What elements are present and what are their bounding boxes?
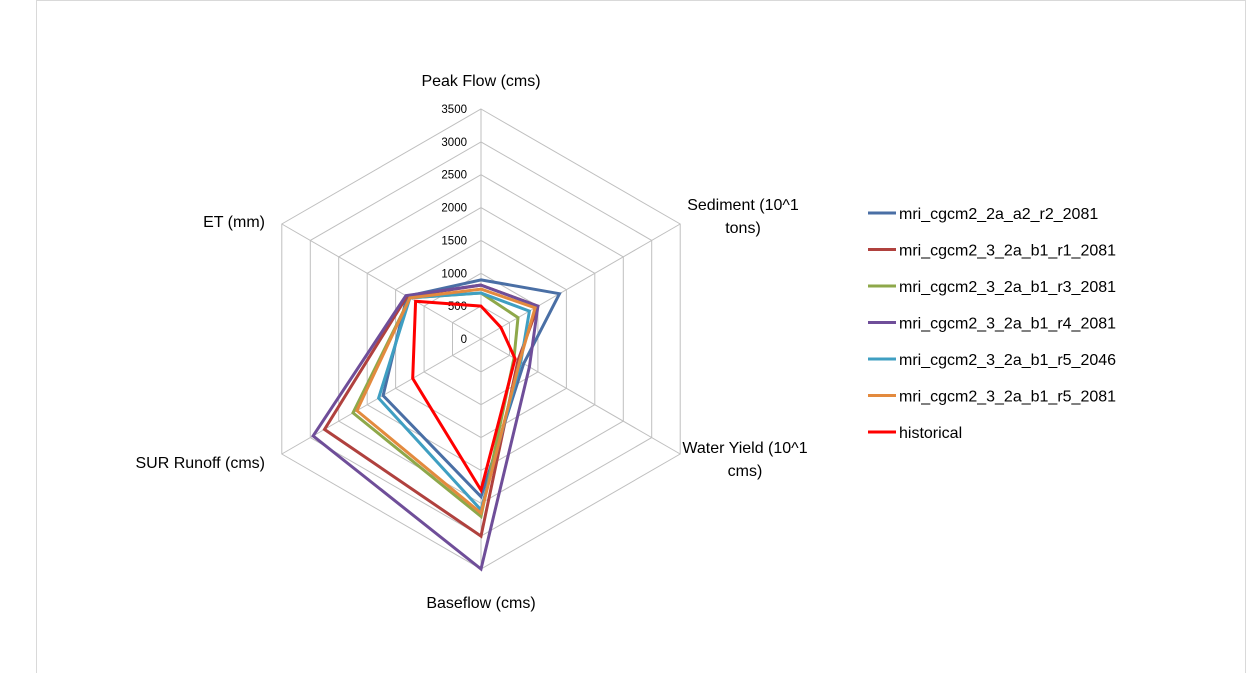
- axis-label: Peak Flow (cms): [421, 73, 540, 90]
- tick-label: 2500: [441, 170, 467, 182]
- tick-label: 2000: [441, 203, 467, 215]
- legend-label: mri_cgcm2_3_2a_b1_r5_2081: [899, 389, 1116, 406]
- series-line: [411, 299, 517, 494]
- axis-label: Baseflow (cms): [426, 595, 535, 612]
- series-line: [376, 291, 532, 513]
- axis-label: Water Yield (10^1 cms): [682, 440, 807, 480]
- legend-label: mri_cgcm2_3_2a_b1_r4_2081: [899, 316, 1116, 333]
- series-line: [311, 283, 540, 572]
- chart-frame: [36, 0, 1246, 673]
- axis-label: Sediment (10^1 tons): [687, 197, 799, 237]
- tick-label: 1000: [441, 268, 467, 280]
- legend-label: mri_cgcm2_3_2a_b1_r5_2046: [899, 352, 1116, 369]
- legend: mri_cgcm2_2a_a2_r2_2081 mri_cgcm2_3_2a_b1…: [868, 206, 1116, 442]
- axis-labels: Peak Flow (cms) Sediment (10^1 tons) Water …: [135, 73, 807, 612]
- series-line: [355, 287, 537, 516]
- axis-label: SUR Runoff (cms): [135, 455, 265, 472]
- radar-grid: [281, 108, 681, 570]
- legend-label: historical: [899, 425, 962, 442]
- legend-label: mri_cgcm2_2a_a2_r2_2081: [899, 206, 1098, 223]
- series-lines: [311, 278, 562, 572]
- grid-spoke: [281, 223, 482, 340]
- grid-spoke: [480, 223, 681, 340]
- tick-label: 3500: [441, 104, 467, 116]
- tick-label: 0: [461, 334, 467, 346]
- legend-label: mri_cgcm2_3_2a_b1_r1_2081: [899, 243, 1116, 260]
- axis-label: ET (mm): [203, 214, 265, 231]
- tick-label: 3000: [441, 137, 467, 149]
- tick-label: 1500: [441, 235, 467, 247]
- legend-label: mri_cgcm2_3_2a_b1_r3_2081: [899, 279, 1116, 296]
